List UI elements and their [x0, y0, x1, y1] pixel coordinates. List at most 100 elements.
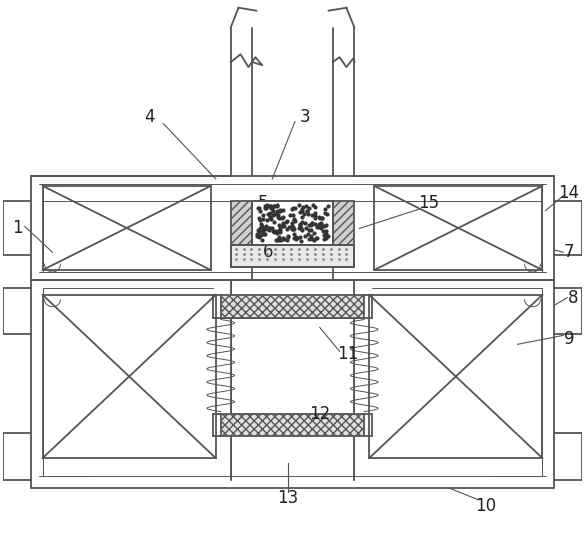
Bar	[230, 245, 355, 267]
Point	[297, 237, 306, 246]
Bar	[30, 280, 555, 488]
Point	[257, 236, 266, 245]
Bar	[374, 186, 542, 270]
Point	[274, 214, 284, 223]
Point	[264, 224, 274, 232]
Point	[310, 202, 319, 211]
Bar	[252, 201, 333, 245]
Point	[304, 221, 314, 230]
Point	[322, 229, 331, 238]
Text: 7: 7	[564, 243, 574, 261]
Point	[278, 233, 287, 242]
Point	[288, 224, 297, 233]
Point	[286, 211, 295, 220]
Point	[288, 204, 298, 213]
Point	[263, 202, 273, 211]
Point	[301, 224, 311, 233]
Point	[315, 219, 324, 228]
Point	[303, 207, 312, 216]
Point	[269, 228, 278, 237]
Point	[307, 226, 316, 235]
Point	[304, 204, 314, 213]
Point	[276, 206, 285, 214]
Point	[300, 232, 309, 241]
Point	[276, 236, 285, 245]
Point	[256, 219, 266, 228]
Point	[270, 210, 280, 219]
Point	[310, 209, 319, 218]
Point	[260, 201, 270, 210]
Point	[320, 231, 329, 240]
Point	[303, 230, 312, 238]
Point	[291, 234, 300, 243]
Point	[319, 235, 329, 243]
Point	[273, 206, 282, 215]
Point	[275, 226, 284, 235]
Point	[269, 211, 278, 219]
Point	[318, 227, 328, 236]
Point	[280, 235, 289, 243]
Point	[289, 215, 298, 224]
Point	[295, 232, 304, 241]
Bar	[43, 186, 211, 270]
Point	[289, 216, 298, 224]
Point	[255, 224, 264, 232]
Point	[273, 229, 282, 237]
Point	[266, 204, 276, 213]
Point	[287, 221, 297, 230]
Point	[294, 201, 304, 210]
Point	[260, 224, 270, 233]
Point	[280, 222, 289, 230]
Bar	[30, 176, 555, 280]
Point	[310, 213, 319, 222]
Text: 8: 8	[568, 289, 579, 307]
Point	[256, 230, 265, 239]
Point	[283, 236, 292, 245]
Point	[285, 223, 294, 231]
Text: 3: 3	[300, 108, 310, 126]
Point	[254, 214, 264, 223]
Point	[305, 234, 314, 243]
Point	[322, 226, 331, 235]
Point	[265, 208, 274, 217]
Point	[261, 222, 271, 230]
Point	[266, 214, 276, 223]
Point	[265, 213, 274, 222]
Point	[317, 213, 326, 222]
Point	[303, 209, 312, 218]
Text: 12: 12	[309, 405, 331, 423]
Point	[272, 235, 281, 244]
Bar	[252, 201, 333, 245]
Point	[308, 201, 318, 210]
Point	[301, 219, 310, 228]
Point	[295, 207, 304, 216]
Point	[319, 222, 329, 230]
Point	[300, 210, 309, 218]
Point	[274, 236, 284, 245]
Point	[278, 221, 287, 230]
Text: 4: 4	[144, 108, 154, 126]
Text: 13: 13	[277, 488, 299, 507]
Point	[287, 205, 297, 213]
Point	[260, 204, 270, 213]
Point	[309, 236, 319, 245]
Point	[298, 226, 307, 235]
Bar	[43, 295, 216, 458]
Bar	[369, 295, 542, 458]
Text: 9: 9	[564, 330, 574, 348]
Point	[290, 216, 300, 225]
Point	[316, 223, 325, 232]
Point	[268, 203, 277, 212]
Point	[292, 234, 302, 242]
Point	[274, 227, 283, 236]
Point	[252, 229, 261, 238]
Point	[274, 212, 283, 221]
Point	[291, 203, 300, 212]
Point	[296, 220, 305, 229]
Point	[302, 207, 312, 216]
Point	[288, 223, 297, 231]
Point	[262, 201, 271, 210]
Point	[322, 210, 331, 218]
Point	[275, 207, 284, 216]
Point	[273, 211, 283, 219]
